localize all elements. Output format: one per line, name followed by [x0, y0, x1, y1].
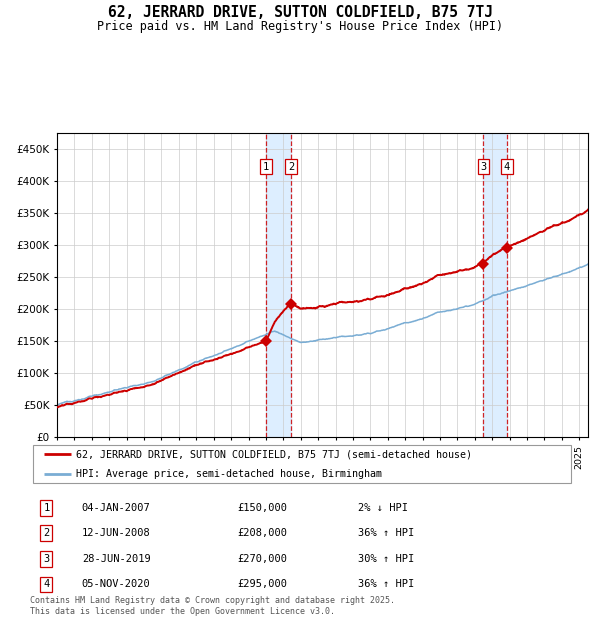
Text: 62, JERRARD DRIVE, SUTTON COLDFIELD, B75 7TJ: 62, JERRARD DRIVE, SUTTON COLDFIELD, B75… [107, 5, 493, 20]
Text: 3: 3 [480, 162, 487, 172]
Bar [266, 133, 291, 437]
Text: 4: 4 [43, 580, 50, 590]
Text: 04-JAN-2007: 04-JAN-2007 [82, 503, 151, 513]
Text: 36% ↑ HPI: 36% ↑ HPI [358, 580, 414, 590]
FancyBboxPatch shape [33, 445, 571, 483]
Text: Price paid vs. HM Land Registry's House Price Index (HPI): Price paid vs. HM Land Registry's House … [97, 20, 503, 33]
Text: 2: 2 [288, 162, 294, 172]
Text: 4: 4 [504, 162, 510, 172]
Text: Contains HM Land Registry data © Crown copyright and database right 2025.
This d: Contains HM Land Registry data © Crown c… [30, 596, 395, 616]
Text: 1: 1 [43, 503, 50, 513]
Text: £270,000: £270,000 [238, 554, 287, 564]
Text: 2% ↓ HPI: 2% ↓ HPI [358, 503, 407, 513]
Text: 2: 2 [43, 528, 50, 538]
Text: £150,000: £150,000 [238, 503, 287, 513]
Text: 3: 3 [43, 554, 50, 564]
Text: £295,000: £295,000 [238, 580, 287, 590]
Text: 62, JERRARD DRIVE, SUTTON COLDFIELD, B75 7TJ (semi-detached house): 62, JERRARD DRIVE, SUTTON COLDFIELD, B75… [76, 450, 472, 459]
Text: 30% ↑ HPI: 30% ↑ HPI [358, 554, 414, 564]
Text: 36% ↑ HPI: 36% ↑ HPI [358, 528, 414, 538]
Text: 05-NOV-2020: 05-NOV-2020 [82, 580, 151, 590]
Bar [484, 133, 507, 437]
Text: 28-JUN-2019: 28-JUN-2019 [82, 554, 151, 564]
Text: 1: 1 [263, 162, 269, 172]
Text: £208,000: £208,000 [238, 528, 287, 538]
Text: 12-JUN-2008: 12-JUN-2008 [82, 528, 151, 538]
Text: HPI: Average price, semi-detached house, Birmingham: HPI: Average price, semi-detached house,… [76, 469, 382, 479]
